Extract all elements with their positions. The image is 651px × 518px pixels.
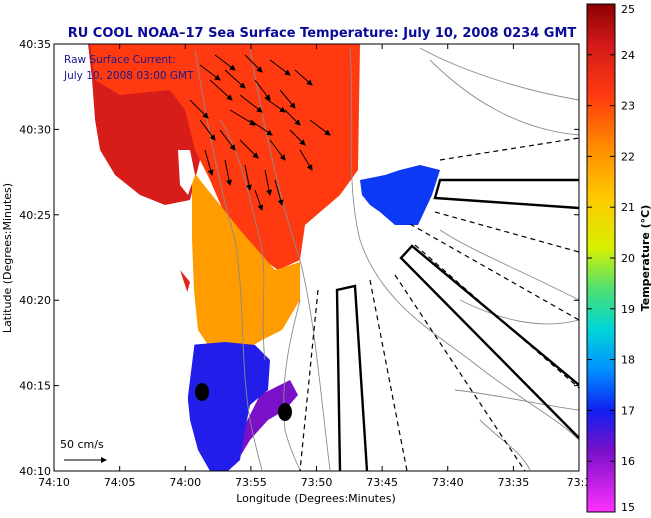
current-vector xyxy=(219,129,236,151)
colorbar-tick-label: 18 xyxy=(621,354,635,367)
current-vector xyxy=(274,179,284,206)
colorbar-label: Temperature (°C) xyxy=(639,205,651,312)
x-tick-label: 73:40 xyxy=(432,476,464,489)
current-vector xyxy=(239,94,263,113)
current-vector xyxy=(284,109,301,126)
current-vector xyxy=(239,139,259,159)
y-axis-label: Latitude (Degrees:Minutes) xyxy=(1,183,14,333)
current-label-1: Raw Surface Current: xyxy=(64,54,176,66)
radar-sectors xyxy=(335,178,579,471)
current-vector xyxy=(254,189,264,211)
current-vectors xyxy=(189,54,331,211)
current-vector xyxy=(224,69,246,89)
x-tick-label: 73:50 xyxy=(301,476,333,489)
y-tick-label: 40:20 xyxy=(19,294,51,307)
temperature-region-ny-bight-apex-warm xyxy=(90,44,360,270)
y-tick-label: 40:35 xyxy=(19,38,51,51)
current-vector xyxy=(264,169,272,196)
current-vector xyxy=(299,149,313,171)
current-vector xyxy=(189,99,209,119)
current-vector xyxy=(264,97,286,113)
colorbar-tick-label: 21 xyxy=(621,201,635,214)
x-tick-label: 74:05 xyxy=(104,476,136,489)
colorbar-tick-label: 23 xyxy=(621,100,635,113)
x-tick-label: 73:3 xyxy=(567,476,592,489)
current-vector xyxy=(269,139,286,161)
x-tick-label: 74:00 xyxy=(169,476,201,489)
colorbar-tick-label: 25 xyxy=(621,3,635,16)
current-vector xyxy=(279,89,296,109)
land-mask xyxy=(54,44,195,471)
current-vector xyxy=(244,54,263,73)
y-tick-label: 40:10 xyxy=(19,465,51,478)
codar-station-1 xyxy=(195,383,209,401)
current-vector xyxy=(199,119,216,141)
colorbar-tick-label: 16 xyxy=(621,455,635,468)
colorbar-tick-label: 24 xyxy=(621,49,635,62)
x-axis-label: Longitude (Degrees:Minutes) xyxy=(236,492,396,505)
colorbar-ticks: 25 24 23 22 21 20 19 18 17 16 15 xyxy=(587,3,635,514)
colorbar-tick-label: 20 xyxy=(621,252,635,265)
current-vector xyxy=(249,119,273,136)
current-vector xyxy=(289,129,306,146)
current-vector xyxy=(294,69,313,86)
x-tick-label: 73:35 xyxy=(498,476,530,489)
current-vector xyxy=(244,164,252,191)
scale-label: 50 cm/s xyxy=(60,438,104,451)
y-tick-label: 40:25 xyxy=(19,209,51,222)
current-vector xyxy=(209,79,233,101)
x-tick-label: 73:55 xyxy=(235,476,267,489)
temperature-region-nj-coastal-band xyxy=(192,170,300,352)
current-vector xyxy=(199,64,221,81)
current-label-2: July 10, 2008 03:00 GMT xyxy=(63,70,194,82)
colorbar-tick-label: 19 xyxy=(621,303,635,316)
x-axis: 74:10 74:05 74:00 73:55 73:50 73:45 73:40 73:35… xyxy=(38,44,591,489)
colorbar-tick-label: 17 xyxy=(621,404,635,417)
current-vector xyxy=(254,79,271,101)
current-vector xyxy=(229,109,256,126)
x-tick-label: 74:10 xyxy=(38,476,70,489)
y-tick-label: 40:15 xyxy=(19,380,51,393)
chart-title: RU COOL NOAA–17 Sea Surface Temperature:… xyxy=(68,26,577,41)
temperature-region-west-coastal-cool xyxy=(186,342,270,471)
current-vector xyxy=(269,59,291,76)
colorbar-tick-label: 22 xyxy=(621,150,635,163)
codar-station-2 xyxy=(278,403,292,421)
current-vector xyxy=(224,159,232,186)
colorbar-tick-label: 15 xyxy=(621,501,635,514)
current-vector xyxy=(204,149,214,176)
x-tick-label: 73:45 xyxy=(366,476,398,489)
current-vector xyxy=(214,54,236,71)
y-tick-label: 40:30 xyxy=(19,123,51,136)
temperature-region-offshore-cold-patch xyxy=(360,165,440,225)
current-vector xyxy=(309,119,331,136)
y-axis: 40:35 40:30 40:25 40:20 40:15 40:10 xyxy=(19,38,579,478)
